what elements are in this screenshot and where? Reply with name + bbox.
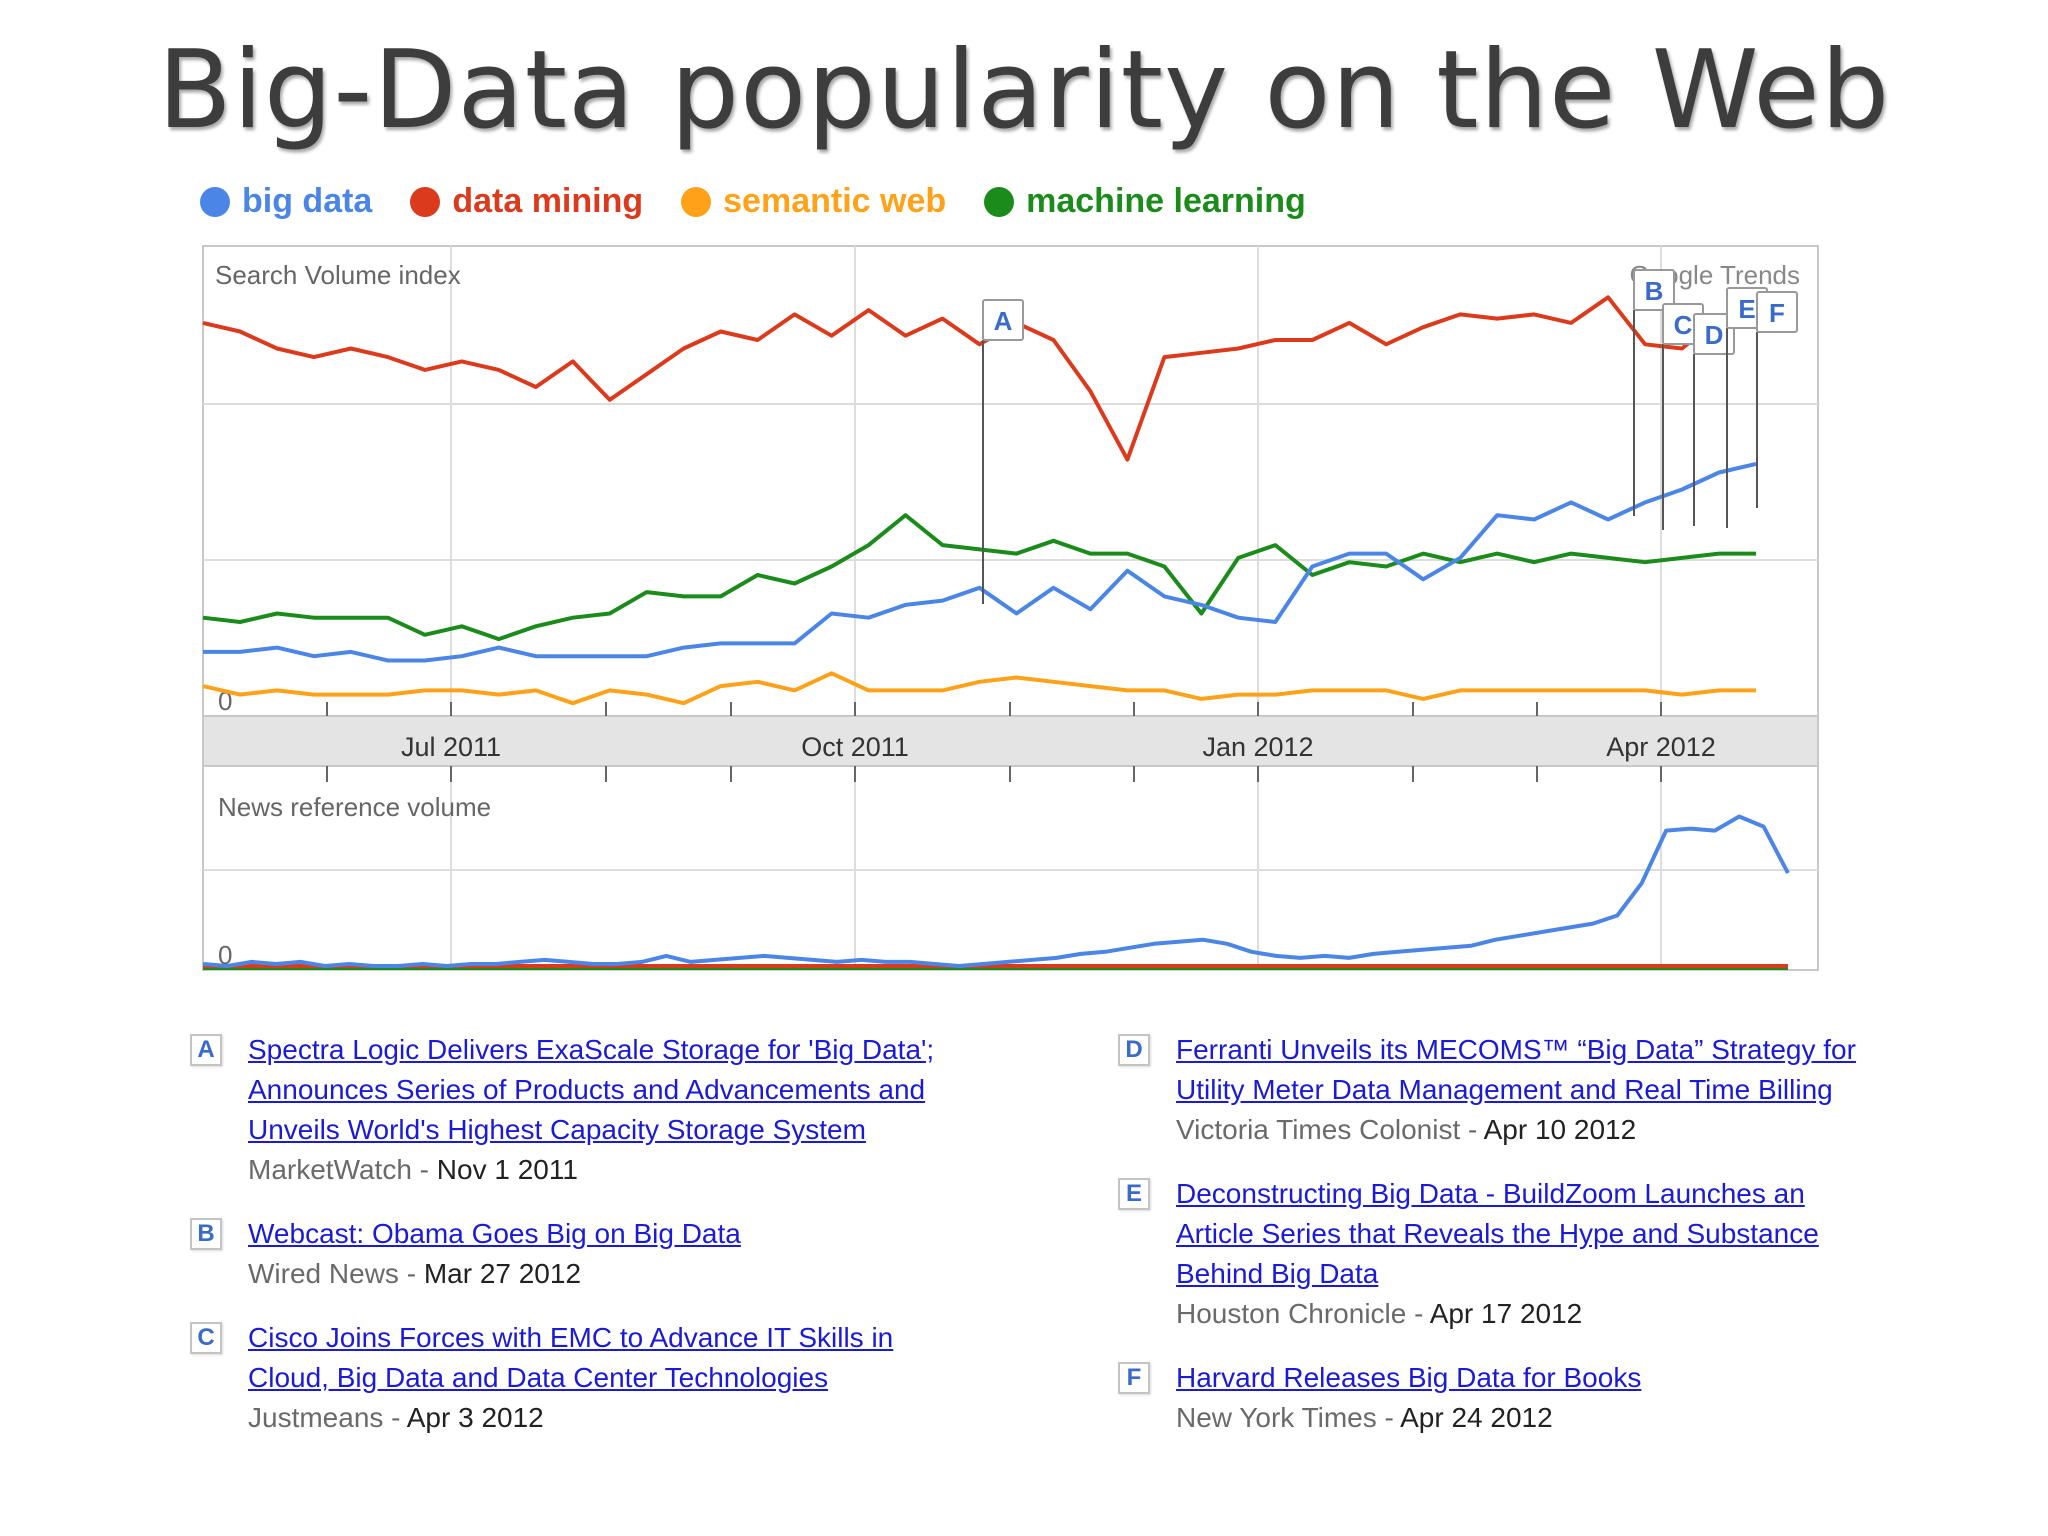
news-date: Nov 1 2011 — [436, 1154, 578, 1185]
data-mining-dot-icon — [410, 186, 441, 217]
x-tick-label: Apr 2012 — [1606, 732, 1716, 762]
legend-item-data-mining: data mining — [410, 182, 643, 221]
news-headline-link[interactable]: Spectra Logic Delivers ExaScale Storage … — [248, 1034, 935, 1145]
news-headline-link[interactable]: Harvard Releases Big Data for Books — [1176, 1362, 1642, 1393]
news-source: Houston Chronicle — [1176, 1298, 1407, 1329]
series-line-semantic-web — [202, 671, 1756, 706]
legend-item-machine-learning: machine learning — [984, 182, 1306, 221]
annotation-letter: E — [1738, 294, 1755, 324]
legend-label: big data — [242, 182, 373, 220]
annotation-letter: C — [1674, 310, 1693, 340]
news-item: E Deconstructing Big Data - BuildZoom La… — [1118, 1174, 1878, 1334]
annotation-flag — [1633, 269, 1675, 311]
news-letter-badge: D — [1118, 1034, 1150, 1066]
news-date: Apr 24 2012 — [1400, 1402, 1553, 1433]
news-item: D Ferranti Unveils its MECOMS™ “Big Data… — [1118, 1030, 1878, 1150]
chart-legend: big data data mining semantic web machin… — [200, 182, 1344, 221]
news-date: Apr 17 2012 — [1429, 1298, 1583, 1329]
legend-label: data mining — [452, 182, 644, 220]
news-item: B Webcast: Obama Goes Big on Big Data Wi… — [190, 1214, 950, 1294]
news-letter-badge: E — [1118, 1178, 1150, 1210]
legend-item-semantic-web: semantic web — [681, 182, 946, 221]
news-headline-link[interactable]: Webcast: Obama Goes Big on Big Data — [248, 1218, 741, 1249]
news-source: Justmeans — [248, 1402, 384, 1433]
machine-learning-dot-icon — [984, 186, 1015, 217]
news-column-right: D Ferranti Unveils its MECOMS™ “Big Data… — [1118, 1030, 1878, 1462]
x-tick-label: Jul 2011 — [401, 732, 501, 762]
big-data-dot-icon — [200, 186, 230, 217]
series-line-machine-learning — [202, 513, 1756, 642]
news-volume-title: News reference volume — [218, 792, 491, 822]
news-headline-link[interactable]: Ferranti Unveils its MECOMS™ “Big Data” … — [1176, 1034, 1856, 1105]
news-item: C Cisco Joins Forces with EMC to Advance… — [190, 1318, 950, 1438]
legend-label: semantic web — [723, 182, 947, 220]
slide-title: Big-Data popularity on the Web — [157, 28, 1891, 153]
annotation-flag — [1756, 291, 1798, 333]
annotation-letter: A — [994, 306, 1013, 336]
news-series-line-big-data — [202, 814, 1790, 968]
news-date: Apr 3 2012 — [406, 1402, 544, 1433]
series-line-data-mining — [202, 295, 1756, 462]
news-source: Wired News — [248, 1258, 399, 1289]
x-tick-label: Jan 2012 — [1202, 732, 1313, 762]
news-item: F Harvard Releases Big Data for Books Ne… — [1118, 1358, 1878, 1438]
legend-item-big-data: big data — [200, 182, 372, 221]
annotation-flag — [1693, 313, 1735, 355]
search-volume-title: Search Volume index — [215, 260, 461, 290]
semantic-web-dot-icon — [681, 186, 712, 217]
news-headline-link[interactable]: Cisco Joins Forces with EMC to Advance I… — [248, 1322, 894, 1393]
news-item: A Spectra Logic Delivers ExaScale Storag… — [190, 1030, 950, 1190]
news-date: Mar 27 2012 — [423, 1258, 582, 1289]
news-letter-badge: F — [1118, 1362, 1150, 1394]
x-axis-band — [202, 715, 1819, 767]
news-letter-badge: A — [190, 1034, 222, 1066]
x-tick-label: Oct 2011 — [801, 732, 909, 762]
annotation-letter: B — [1645, 276, 1664, 306]
news-date: Apr 10 2012 — [1483, 1114, 1637, 1145]
zero-tick-label: 0 — [218, 940, 232, 970]
news-letter-badge: B — [190, 1218, 222, 1250]
news-source: Victoria Times Colonist — [1176, 1114, 1461, 1145]
annotation-flag — [982, 299, 1024, 341]
news-headline-link[interactable]: Deconstructing Big Data - BuildZoom Laun… — [1176, 1178, 1819, 1289]
news-source: New York Times — [1176, 1402, 1377, 1433]
series-line-big-data — [203, 461, 1757, 663]
annotation-letter: D — [1705, 320, 1724, 350]
legend-label: machine learning — [1026, 182, 1306, 220]
annotation-letter: F — [1769, 298, 1785, 328]
news-source: MarketWatch — [248, 1154, 412, 1185]
news-letter-badge: C — [190, 1322, 222, 1354]
news-volume-panel — [202, 765, 1819, 971]
news-column-left: A Spectra Logic Delivers ExaScale Storag… — [190, 1030, 950, 1462]
